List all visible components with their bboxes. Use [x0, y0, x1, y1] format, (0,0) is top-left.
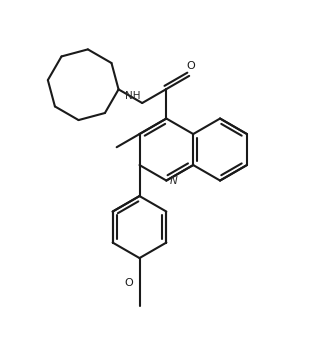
Text: O: O: [124, 278, 133, 288]
Text: O: O: [186, 61, 195, 71]
Text: NH: NH: [125, 92, 141, 101]
Text: N: N: [170, 175, 178, 185]
